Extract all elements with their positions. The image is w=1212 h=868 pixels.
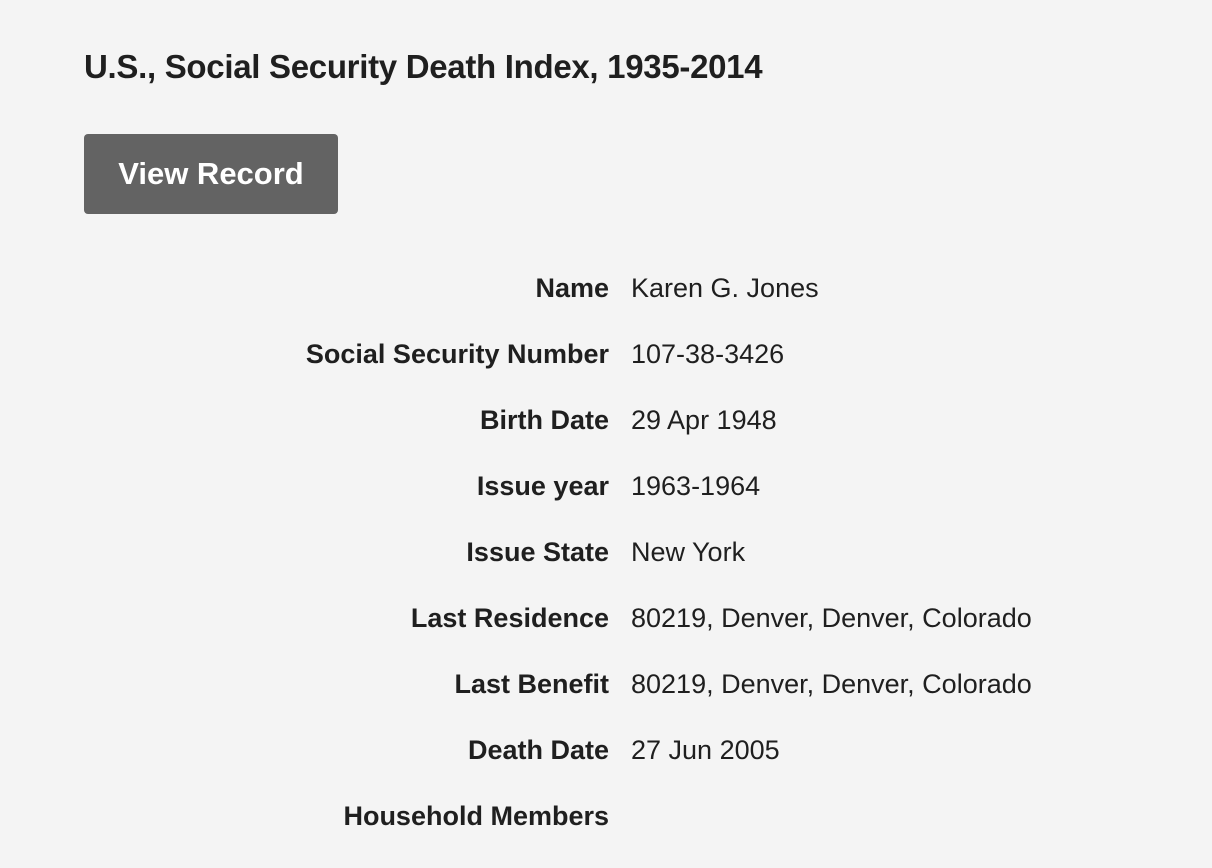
view-record-button[interactable]: View Record bbox=[84, 134, 338, 214]
field-row-death-date: Death Date 27 Jun 2005 bbox=[0, 717, 1212, 783]
field-row-issue-year: Issue year 1963-1964 bbox=[0, 453, 1212, 519]
field-label: Birth Date bbox=[479, 404, 609, 435]
field-value: 27 Jun 2005 bbox=[631, 734, 780, 765]
field-label: Issue State bbox=[466, 536, 609, 567]
field-label: Last Benefit bbox=[454, 668, 609, 699]
field-row-ssn: Social Security Number 107-38-3426 bbox=[0, 321, 1212, 387]
field-value: 80219, Denver, Denver, Colorado bbox=[631, 668, 1032, 699]
field-row-last-benefit: Last Benefit 80219, Denver, Denver, Color… bbox=[0, 651, 1212, 717]
field-row-name: Name Karen G. Jones bbox=[0, 255, 1212, 321]
field-label: Social Security Number bbox=[305, 338, 609, 369]
field-value: 107-38-3426 bbox=[631, 338, 785, 369]
field-row-birth-date: Birth Date 29 Apr 1948 bbox=[0, 387, 1212, 453]
field-row-household-members: Household Members bbox=[0, 783, 1212, 849]
page-title: U.S., Social Security Death Index, 1935-… bbox=[84, 48, 763, 85]
field-row-last-residence: Last Residence 80219, Denver, Denver, Col… bbox=[0, 585, 1212, 651]
field-label: Name bbox=[535, 272, 609, 303]
field-value: New York bbox=[631, 536, 746, 567]
record-fields: Name Karen G. Jones Social Security Numbe… bbox=[0, 255, 1212, 849]
field-value: 80219, Denver, Denver, Colorado bbox=[631, 602, 1032, 633]
field-value: 1963-1964 bbox=[631, 470, 761, 501]
field-value: Karen G. Jones bbox=[631, 272, 819, 303]
field-row-issue-state: Issue State New York bbox=[0, 519, 1212, 585]
field-label: Last Residence bbox=[410, 602, 609, 633]
field-label: Household Members bbox=[343, 800, 609, 831]
field-label: Death Date bbox=[467, 734, 609, 765]
field-label: Issue year bbox=[476, 470, 609, 501]
field-value: 29 Apr 1948 bbox=[631, 404, 777, 435]
